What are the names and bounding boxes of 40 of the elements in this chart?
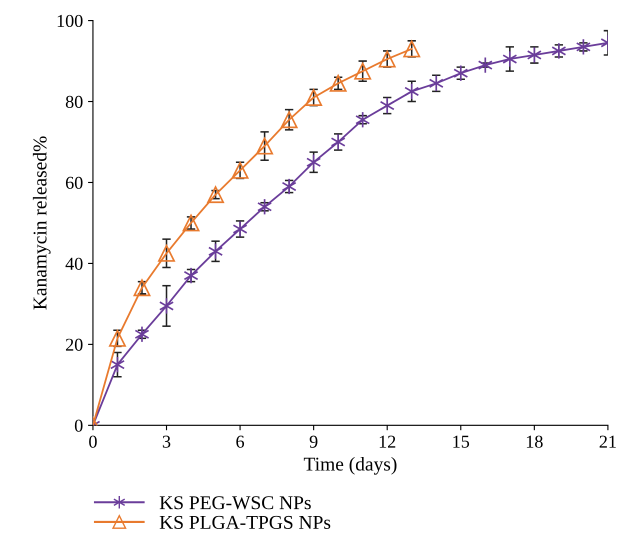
- point: [159, 297, 174, 314]
- point: [305, 89, 322, 106]
- x-tick-label: 18: [526, 436, 543, 448]
- point: [208, 242, 224, 260]
- point: [428, 74, 444, 92]
- y-tick-label: 80: [66, 96, 83, 108]
- x-tick-label: 0: [89, 436, 97, 448]
- point: [330, 74, 347, 92]
- point: [110, 356, 125, 374]
- point: [134, 326, 150, 343]
- x-tick-label: 6: [236, 436, 244, 448]
- x-tick-label: 21: [600, 436, 616, 448]
- point: [355, 111, 370, 128]
- point: [134, 279, 150, 296]
- y-axis-title: Kanamycin released%: [32, 136, 51, 310]
- point: [354, 62, 372, 80]
- point: [257, 198, 272, 216]
- y-tick-label: 0: [74, 420, 83, 432]
- point: [403, 40, 420, 58]
- legend-label: KS PEG-WSC NPs: [160, 496, 311, 510]
- y-tick-label: 60: [66, 176, 83, 189]
- point: [108, 330, 126, 347]
- x-axis-title: Time (days): [304, 456, 396, 475]
- point: [232, 162, 249, 179]
- point: [158, 244, 175, 262]
- x-tick-label: 3: [162, 436, 170, 448]
- point: [182, 214, 200, 232]
- point: [478, 56, 493, 74]
- legend-label: KS PLGA-TPGS NPs: [160, 516, 330, 529]
- x-tick-label: 15: [453, 436, 470, 448]
- x-tick-label: 9: [310, 436, 318, 448]
- point: [378, 50, 396, 68]
- point: [207, 186, 224, 204]
- x-tick-label: 12: [380, 436, 396, 448]
- y-tick-label: 40: [66, 258, 83, 270]
- y-tick-label: 20: [66, 338, 83, 351]
- point: [280, 111, 298, 128]
- point: [576, 38, 591, 56]
- y-tick-label: 100: [58, 14, 83, 28]
- point: [256, 138, 274, 155]
